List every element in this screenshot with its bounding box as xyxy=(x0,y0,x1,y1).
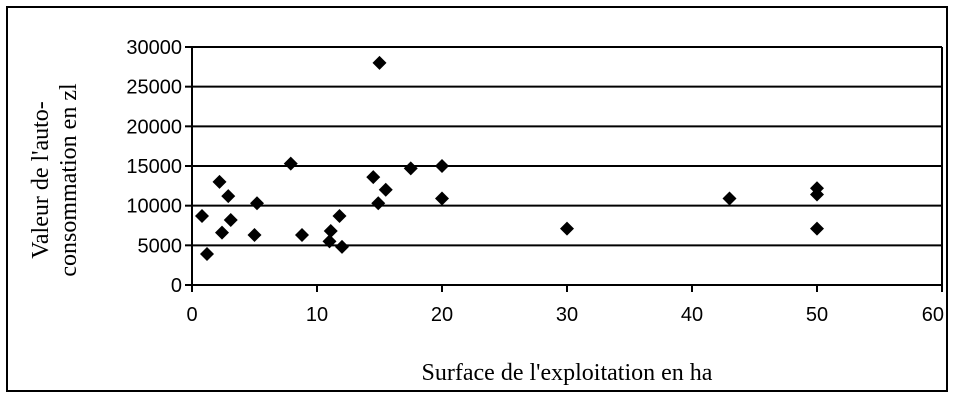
x-axis-title: Surface de l'exploitation en ha xyxy=(422,360,713,386)
data-point-18 xyxy=(403,161,418,176)
data-point-15 xyxy=(371,196,386,211)
y-axis-title: Valeur de l'auto- consommation en zl xyxy=(28,83,82,277)
data-point-19 xyxy=(435,159,449,173)
x-tick-label-30: 30 xyxy=(556,304,578,326)
data-point-16 xyxy=(372,55,387,70)
y-tick-label-20000: 20000 xyxy=(126,116,182,138)
data-point-13 xyxy=(335,239,349,254)
y-axis-title-line-1: Valeur de l'auto- xyxy=(28,101,54,259)
data-point-11 xyxy=(323,224,338,239)
data-point-20 xyxy=(435,191,449,206)
data-point-25 xyxy=(810,221,824,236)
y-tick-label-30000: 30000 xyxy=(126,37,182,59)
data-point-10 xyxy=(322,234,337,249)
y-tick-label-0: 0 xyxy=(171,275,182,297)
data-point-0 xyxy=(195,208,209,223)
data-point-17 xyxy=(378,182,393,197)
chart-frame xyxy=(6,6,948,392)
data-point-8 xyxy=(283,156,298,171)
y-tick-label-10000: 10000 xyxy=(126,196,182,218)
x-tick-label-40: 40 xyxy=(681,304,703,326)
y-tick-label-5000: 5000 xyxy=(138,235,183,257)
data-point-2 xyxy=(212,174,227,189)
x-tick-label-0: 0 xyxy=(186,304,197,326)
data-point-5 xyxy=(223,212,238,227)
data-points xyxy=(195,55,824,262)
data-point-24 xyxy=(810,187,824,202)
y-axis-title-line-2: consommation en zl xyxy=(56,83,82,277)
data-point-6 xyxy=(247,228,262,243)
data-point-12 xyxy=(332,208,347,223)
gridlines xyxy=(192,46,942,247)
data-point-14 xyxy=(366,170,381,185)
x-tick-label-60: 60 xyxy=(922,304,944,326)
y-tick-label-25000: 25000 xyxy=(126,77,182,99)
y-tick-label-15000: 15000 xyxy=(126,156,182,178)
data-point-21 xyxy=(560,221,574,236)
data-point-22 xyxy=(722,191,737,206)
tick-labels: 0 5000 10000 15000 20000 25000 30000 0 10 20 30 40 5… xyxy=(126,37,944,326)
data-point-9 xyxy=(295,228,309,243)
data-point-7 xyxy=(250,196,264,211)
data-point-1 xyxy=(200,247,214,262)
x-tick-label-20: 20 xyxy=(431,304,453,326)
data-point-4 xyxy=(221,189,236,204)
x-tick-label-10: 10 xyxy=(306,304,328,326)
axes xyxy=(185,46,943,292)
data-point-3 xyxy=(215,225,229,240)
x-tick-label-50: 50 xyxy=(806,304,828,326)
